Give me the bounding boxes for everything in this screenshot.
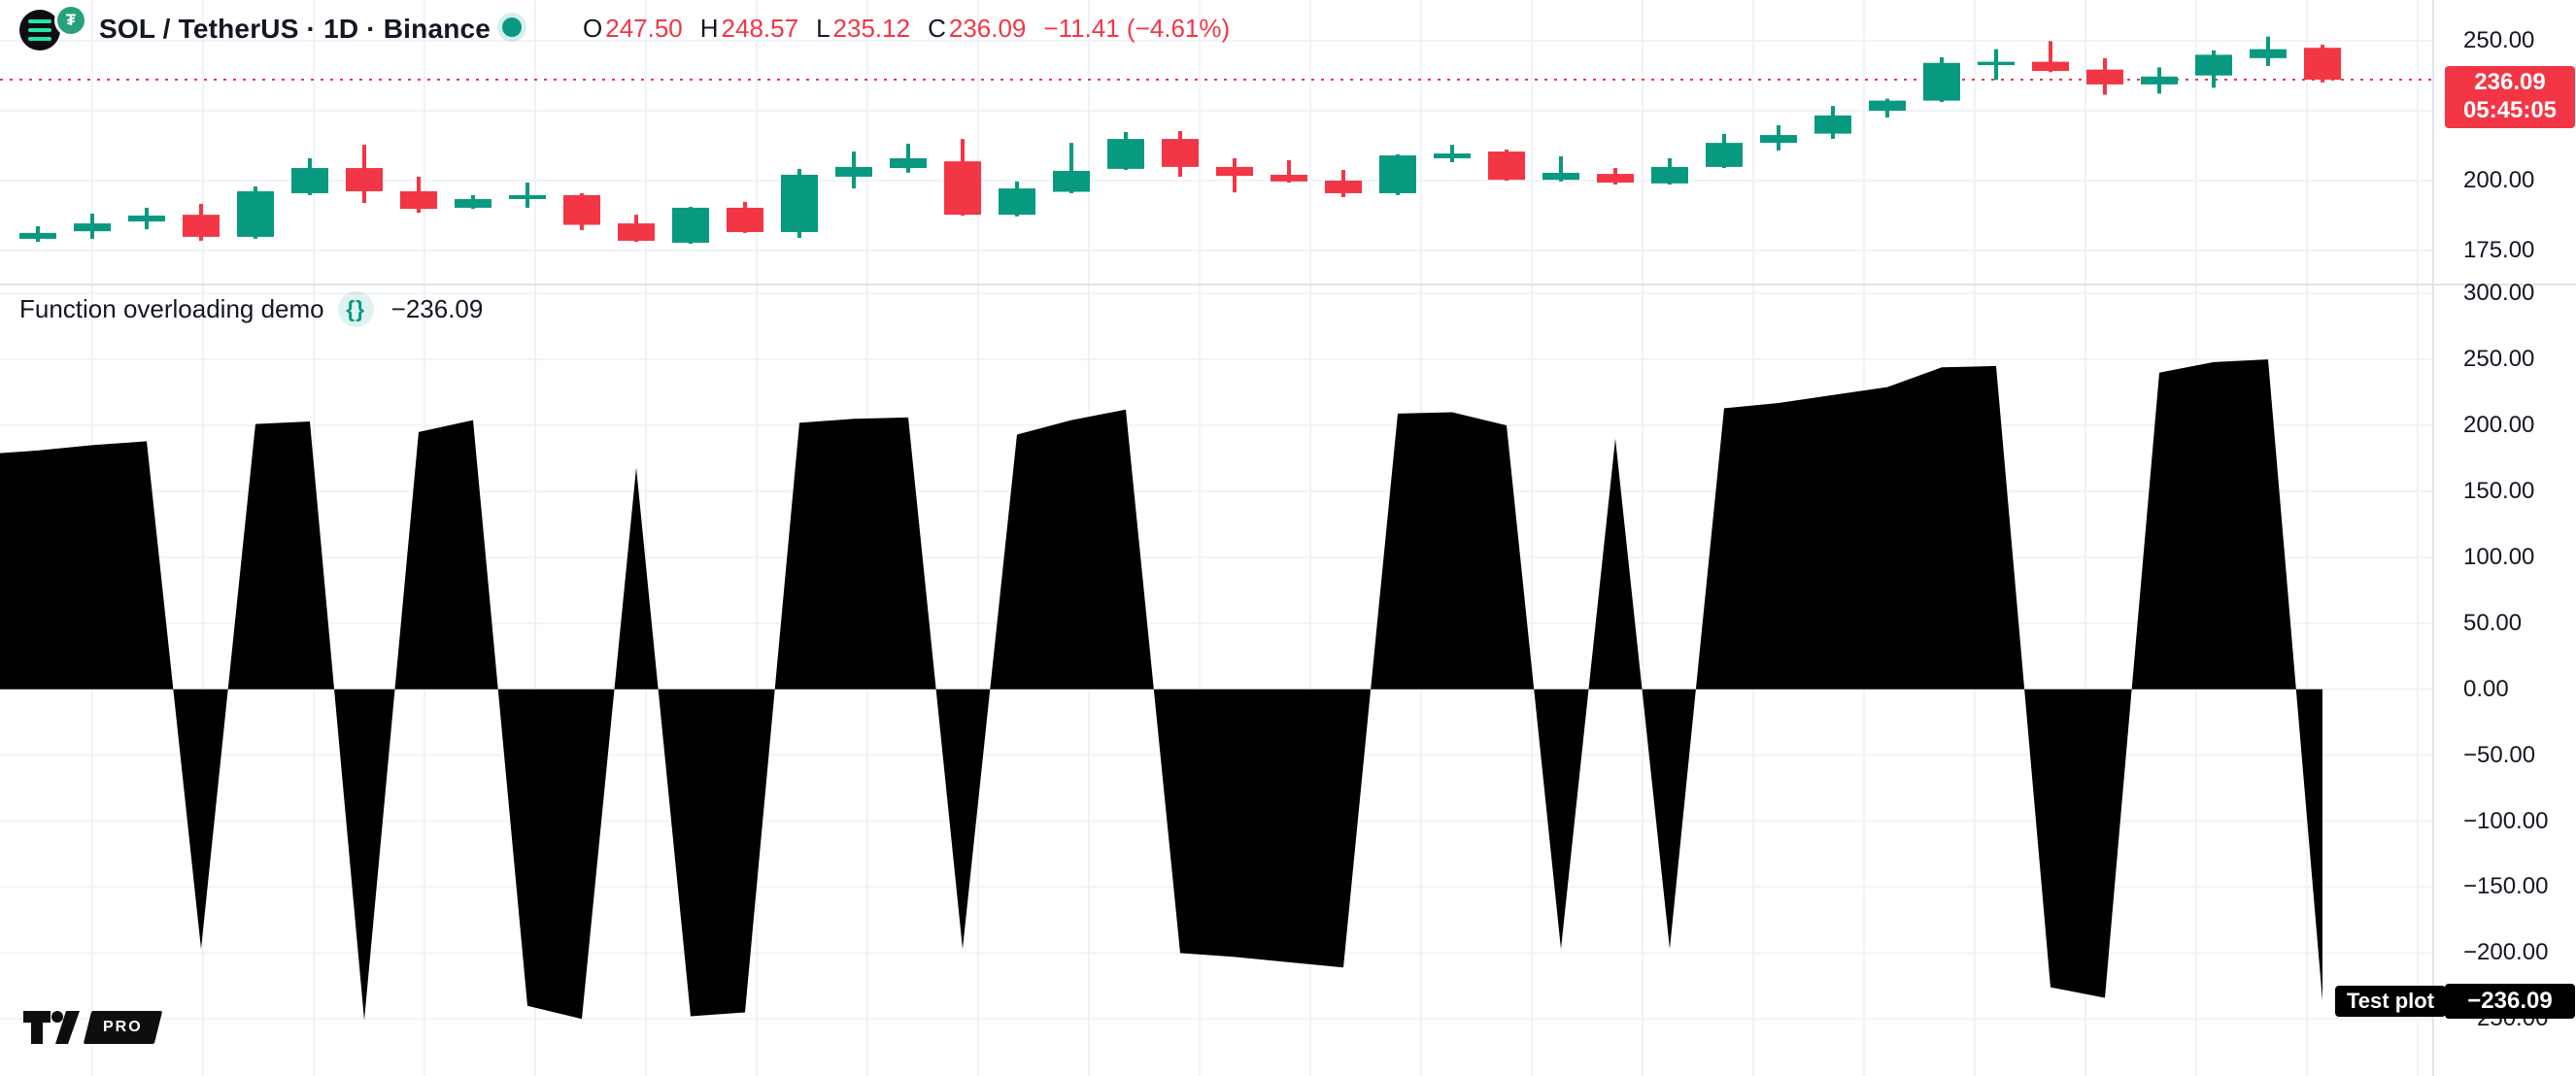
indicator-axis-label: 250.00: [2463, 346, 2535, 373]
indicator-axis-label: −200.00: [2463, 939, 2549, 966]
price-axis-label: 250.00: [2463, 27, 2535, 53]
candle-up: [890, 157, 927, 169]
close-label: C: [928, 14, 946, 43]
indicator-axis-badge: −236.09: [2445, 984, 2575, 1019]
source-code-icon[interactable]: {}: [337, 290, 374, 327]
candle-up: [74, 223, 111, 232]
indicator-axis-label: 200.00: [2463, 412, 2535, 439]
pro-label: PRO: [103, 1019, 143, 1035]
indicator-axis-label: 50.00: [2463, 609, 2523, 636]
candle-down: [1271, 174, 1307, 182]
plot-name-tag: Test plot: [2335, 986, 2447, 1017]
candle-down: [1597, 174, 1634, 184]
tradingview-watermark[interactable]: PRO: [23, 1010, 162, 1045]
price-axis-label: 175.00: [2463, 237, 2535, 263]
symbol-logo: ₮: [19, 4, 87, 52]
candle-down: [183, 215, 220, 237]
candle-down: [944, 161, 981, 216]
indicator-axis-label: −150.00: [2463, 873, 2549, 900]
tether-icon: ₮: [54, 4, 87, 37]
symbol-title[interactable]: SOL / TetherUS · 1D · Binance: [99, 14, 491, 44]
candle-down: [1216, 166, 1253, 177]
candle-up: [1107, 139, 1144, 169]
candle-up: [781, 174, 818, 232]
candle-up: [1978, 61, 2015, 66]
candle-up: [1651, 166, 1688, 184]
candle-down: [618, 223, 655, 241]
indicator-axis-label: 300.00: [2463, 280, 2535, 307]
candle-up: [1053, 170, 1090, 192]
market-status-indicator[interactable]: [497, 13, 526, 42]
candle-up: [1760, 135, 1797, 144]
candle-up: [1542, 172, 1579, 181]
candle-up: [2250, 49, 2287, 58]
candle-up: [1379, 155, 1416, 193]
indicator-pane[interactable]: [0, 285, 2433, 1076]
indicator-axis-label: 100.00: [2463, 543, 2535, 570]
candle-down: [2304, 48, 2341, 81]
candle-down: [346, 168, 383, 191]
candle-down: [1325, 181, 1362, 193]
candle-up: [291, 168, 328, 193]
candle-up: [19, 232, 56, 239]
tradingview-logo-icon: [23, 1011, 80, 1044]
price-axis-label: 200.00: [2463, 167, 2535, 193]
candle-up: [237, 190, 274, 237]
candle-down: [2086, 69, 2123, 84]
candle-up: [835, 166, 872, 177]
open-value: 247.50: [605, 14, 683, 43]
price-axis[interactable]: [2434, 0, 2576, 1076]
candle-up: [1706, 143, 1743, 167]
open-label: O: [583, 14, 603, 43]
candle-up: [1814, 115, 1851, 134]
candle-up: [1869, 100, 1906, 111]
high-value: 248.57: [721, 14, 799, 43]
candle-up: [2195, 54, 2232, 76]
indicator-axis-label: 150.00: [2463, 477, 2535, 504]
candle-down: [2032, 61, 2069, 72]
indicator-value: −236.09: [390, 293, 484, 323]
candle-down: [563, 194, 600, 225]
low-value: 235.12: [832, 14, 911, 43]
last-price-badge: 236.09 05:45:05: [2445, 66, 2575, 128]
low-label: L: [816, 14, 830, 43]
candle-up: [1923, 62, 1960, 101]
candle-down: [727, 207, 763, 232]
close-value: 236.09: [948, 14, 1027, 43]
last-price-value: 236.09: [2474, 69, 2546, 95]
indicator-axis-label: −50.00: [2463, 741, 2536, 768]
indicator-axis-label: 0.00: [2463, 675, 2509, 702]
candle-up: [128, 216, 165, 222]
test-plot-area: [0, 359, 2322, 1021]
high-label: H: [699, 14, 719, 43]
market-open-dot: [502, 17, 522, 37]
candle-down: [1488, 151, 1525, 181]
countdown-timer: 05:45:05: [2462, 97, 2558, 123]
candle-down: [1162, 139, 1199, 167]
solana-icon: [19, 10, 60, 50]
candle-up: [1434, 153, 1471, 158]
pro-badge: PRO: [83, 1011, 162, 1044]
candle-up: [509, 194, 546, 200]
candle-up: [455, 199, 491, 208]
candle-up: [672, 207, 709, 243]
indicator-axis-label: −100.00: [2463, 807, 2549, 834]
indicator-title[interactable]: Function overloading demo: [19, 293, 324, 323]
change-value: −11.41 (−4.61%): [1043, 14, 1231, 43]
candle-down: [400, 190, 437, 210]
ohlc-values: O 247.50 H 248.57 L 235.12 C 236.09 −11.41 (−4.6…: [583, 14, 1230, 44]
candle-up: [999, 188, 1035, 216]
candle-up: [2141, 76, 2178, 84]
